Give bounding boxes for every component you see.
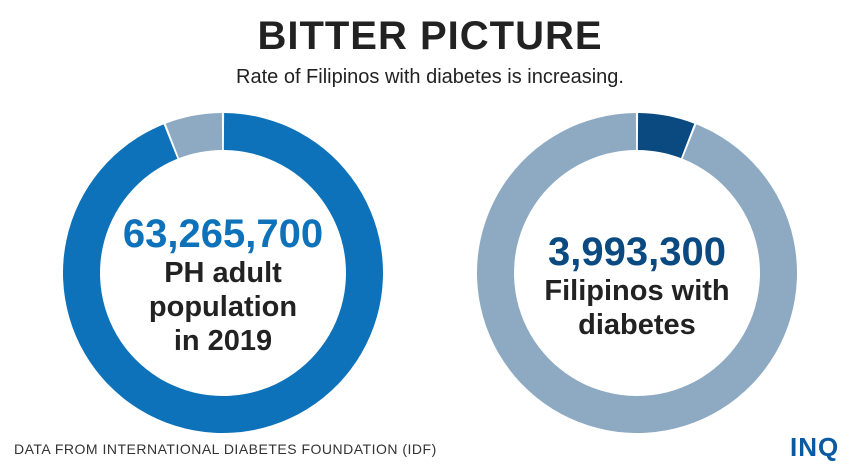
donut-chart-diabetes	[477, 113, 797, 433]
donut-center-diabetes: 3,993,300 Filipinos with diabetes	[487, 230, 787, 342]
center-label-line-1: PH adult	[164, 257, 282, 289]
data-label-adult-population: 63,265,700	[122, 212, 324, 256]
center-label-line-3: in 2019	[173, 325, 273, 357]
source-note: DATA FROM INTERNATIONAL DIABETES FOUNDAT…	[14, 441, 437, 457]
center-label-line-2: population	[148, 291, 298, 323]
donut-slice-0-1	[165, 113, 223, 159]
donut-chart-adult-population	[63, 113, 383, 433]
donut-center-adult-population: 63,265,700 PH adult population in 2019	[73, 212, 373, 358]
chart-subtitle: Rate of Filipinos with diabetes is incre…	[236, 66, 624, 88]
center-label-line-1: Filipinos with	[544, 275, 730, 307]
inq-logo: INQ	[790, 432, 840, 462]
chart-title: BITTER PICTURE	[257, 14, 603, 58]
data-label-diabetes: 3,993,300	[548, 230, 726, 274]
center-label-line-2: diabetes	[578, 309, 696, 341]
donut-slice-1-0	[637, 113, 695, 159]
